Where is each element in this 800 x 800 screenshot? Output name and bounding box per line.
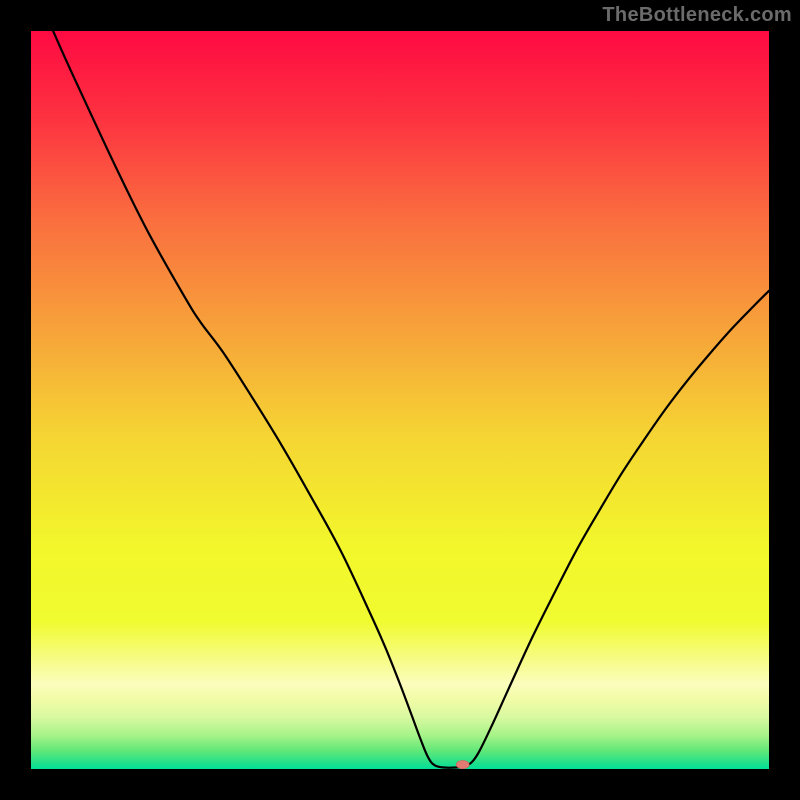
plot-area xyxy=(31,31,769,769)
chart-frame: TheBottleneck.com xyxy=(0,0,800,800)
optimal-point-marker xyxy=(456,760,469,768)
watermark-text: TheBottleneck.com xyxy=(602,4,792,27)
gradient-background xyxy=(31,31,769,769)
chart-svg xyxy=(31,31,769,769)
